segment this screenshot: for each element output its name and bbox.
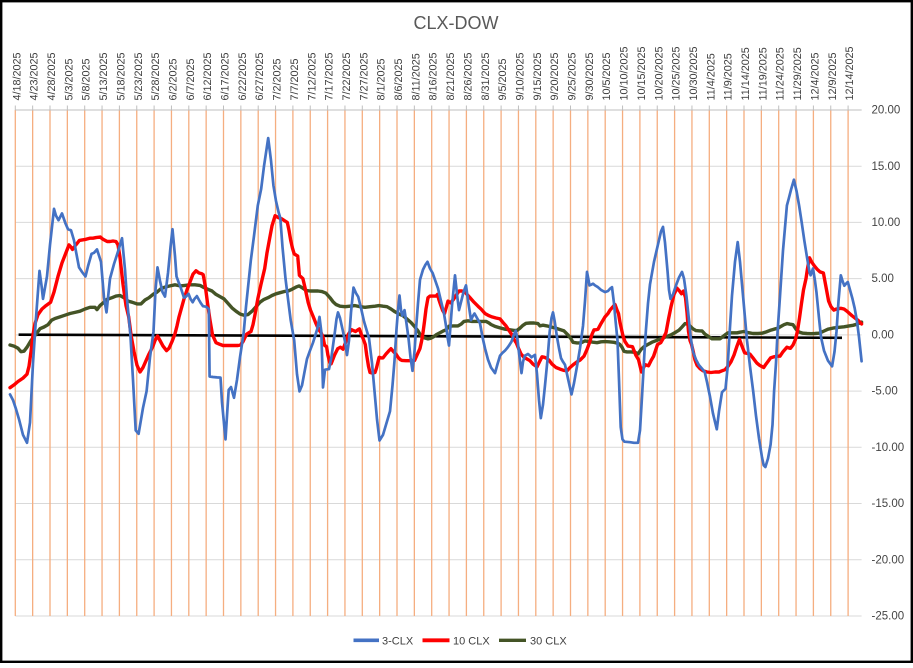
svg-text:12/9/2025: 12/9/2025 (827, 52, 839, 100)
svg-text:4/28/2025: 4/28/2025 (46, 52, 58, 100)
svg-text:9/20/2025: 9/20/2025 (549, 52, 561, 100)
svg-text:6/7/2025: 6/7/2025 (185, 58, 197, 100)
svg-text:-10.00: -10.00 (872, 442, 905, 454)
svg-text:-15.00: -15.00 (872, 498, 905, 510)
svg-text:5/8/2025: 5/8/2025 (81, 58, 93, 100)
svg-text:11/24/2025: 11/24/2025 (775, 47, 787, 100)
svg-text:5/13/2025: 5/13/2025 (98, 52, 110, 100)
svg-text:11/19/2025: 11/19/2025 (757, 47, 769, 100)
svg-text:9/30/2025: 9/30/2025 (584, 52, 596, 100)
svg-text:10.00: 10.00 (872, 217, 901, 229)
svg-text:30 CLX: 30 CLX (530, 636, 567, 648)
svg-text:11/14/2025: 11/14/2025 (740, 47, 752, 100)
svg-text:5.00: 5.00 (872, 273, 894, 285)
svg-text:10/25/2025: 10/25/2025 (671, 46, 683, 100)
svg-text:5/28/2025: 5/28/2025 (150, 52, 162, 100)
svg-text:8/1/2025: 8/1/2025 (376, 58, 388, 100)
svg-text:-20.00: -20.00 (872, 554, 905, 566)
svg-text:9/10/2025: 9/10/2025 (514, 52, 526, 100)
svg-text:7/22/2025: 7/22/2025 (341, 52, 353, 100)
svg-text:6/22/2025: 6/22/2025 (237, 52, 249, 100)
svg-text:8/26/2025: 8/26/2025 (462, 52, 474, 100)
svg-text:5/18/2025: 5/18/2025 (115, 52, 127, 100)
svg-text:7/27/2025: 7/27/2025 (358, 52, 370, 100)
svg-text:10/30/2025: 10/30/2025 (688, 46, 700, 100)
svg-text:4/18/2025: 4/18/2025 (11, 52, 23, 100)
svg-text:5/23/2025: 5/23/2025 (133, 52, 145, 100)
svg-text:7/2/2025: 7/2/2025 (272, 58, 284, 100)
svg-text:7/7/2025: 7/7/2025 (289, 58, 301, 100)
svg-text:9/5/2025: 9/5/2025 (497, 58, 509, 100)
svg-text:5/3/2025: 5/3/2025 (63, 58, 75, 100)
svg-text:4/23/2025: 4/23/2025 (29, 52, 41, 100)
svg-text:10/10/2025: 10/10/2025 (619, 46, 631, 100)
svg-text:CLX-DOW: CLX-DOW (414, 13, 499, 33)
svg-text:9/15/2025: 9/15/2025 (532, 52, 544, 100)
svg-text:3-CLX: 3-CLX (382, 636, 414, 648)
svg-text:-25.00: -25.00 (872, 611, 905, 623)
svg-text:8/16/2025: 8/16/2025 (428, 52, 440, 100)
svg-text:8/31/2025: 8/31/2025 (480, 52, 492, 100)
svg-text:-5.00: -5.00 (872, 386, 898, 398)
svg-text:20.00: 20.00 (872, 105, 901, 117)
svg-text:12/14/2025: 12/14/2025 (844, 46, 856, 100)
svg-text:15.00: 15.00 (872, 161, 901, 173)
svg-text:8/11/2025: 8/11/2025 (410, 53, 422, 100)
svg-text:10/20/2025: 10/20/2025 (653, 46, 665, 100)
svg-text:12/4/2025: 12/4/2025 (809, 52, 821, 100)
svg-text:6/27/2025: 6/27/2025 (254, 52, 266, 100)
svg-text:11/4/2025: 11/4/2025 (705, 53, 717, 100)
svg-text:9/25/2025: 9/25/2025 (567, 52, 579, 100)
svg-text:10/5/2025: 10/5/2025 (601, 52, 613, 100)
svg-text:10 CLX: 10 CLX (453, 636, 490, 648)
svg-text:7/12/2025: 7/12/2025 (306, 52, 318, 100)
svg-text:0.00: 0.00 (872, 330, 894, 342)
svg-text:6/17/2025: 6/17/2025 (220, 52, 232, 100)
svg-text:8/21/2025: 8/21/2025 (445, 52, 457, 100)
svg-text:6/2/2025: 6/2/2025 (167, 58, 179, 100)
svg-text:6/12/2025: 6/12/2025 (202, 52, 214, 100)
svg-text:11/9/2025: 11/9/2025 (723, 53, 735, 100)
svg-text:10/15/2025: 10/15/2025 (636, 46, 648, 100)
svg-text:11/29/2025: 11/29/2025 (792, 47, 804, 100)
svg-text:7/17/2025: 7/17/2025 (324, 52, 336, 100)
svg-text:8/6/2025: 8/6/2025 (393, 58, 405, 100)
